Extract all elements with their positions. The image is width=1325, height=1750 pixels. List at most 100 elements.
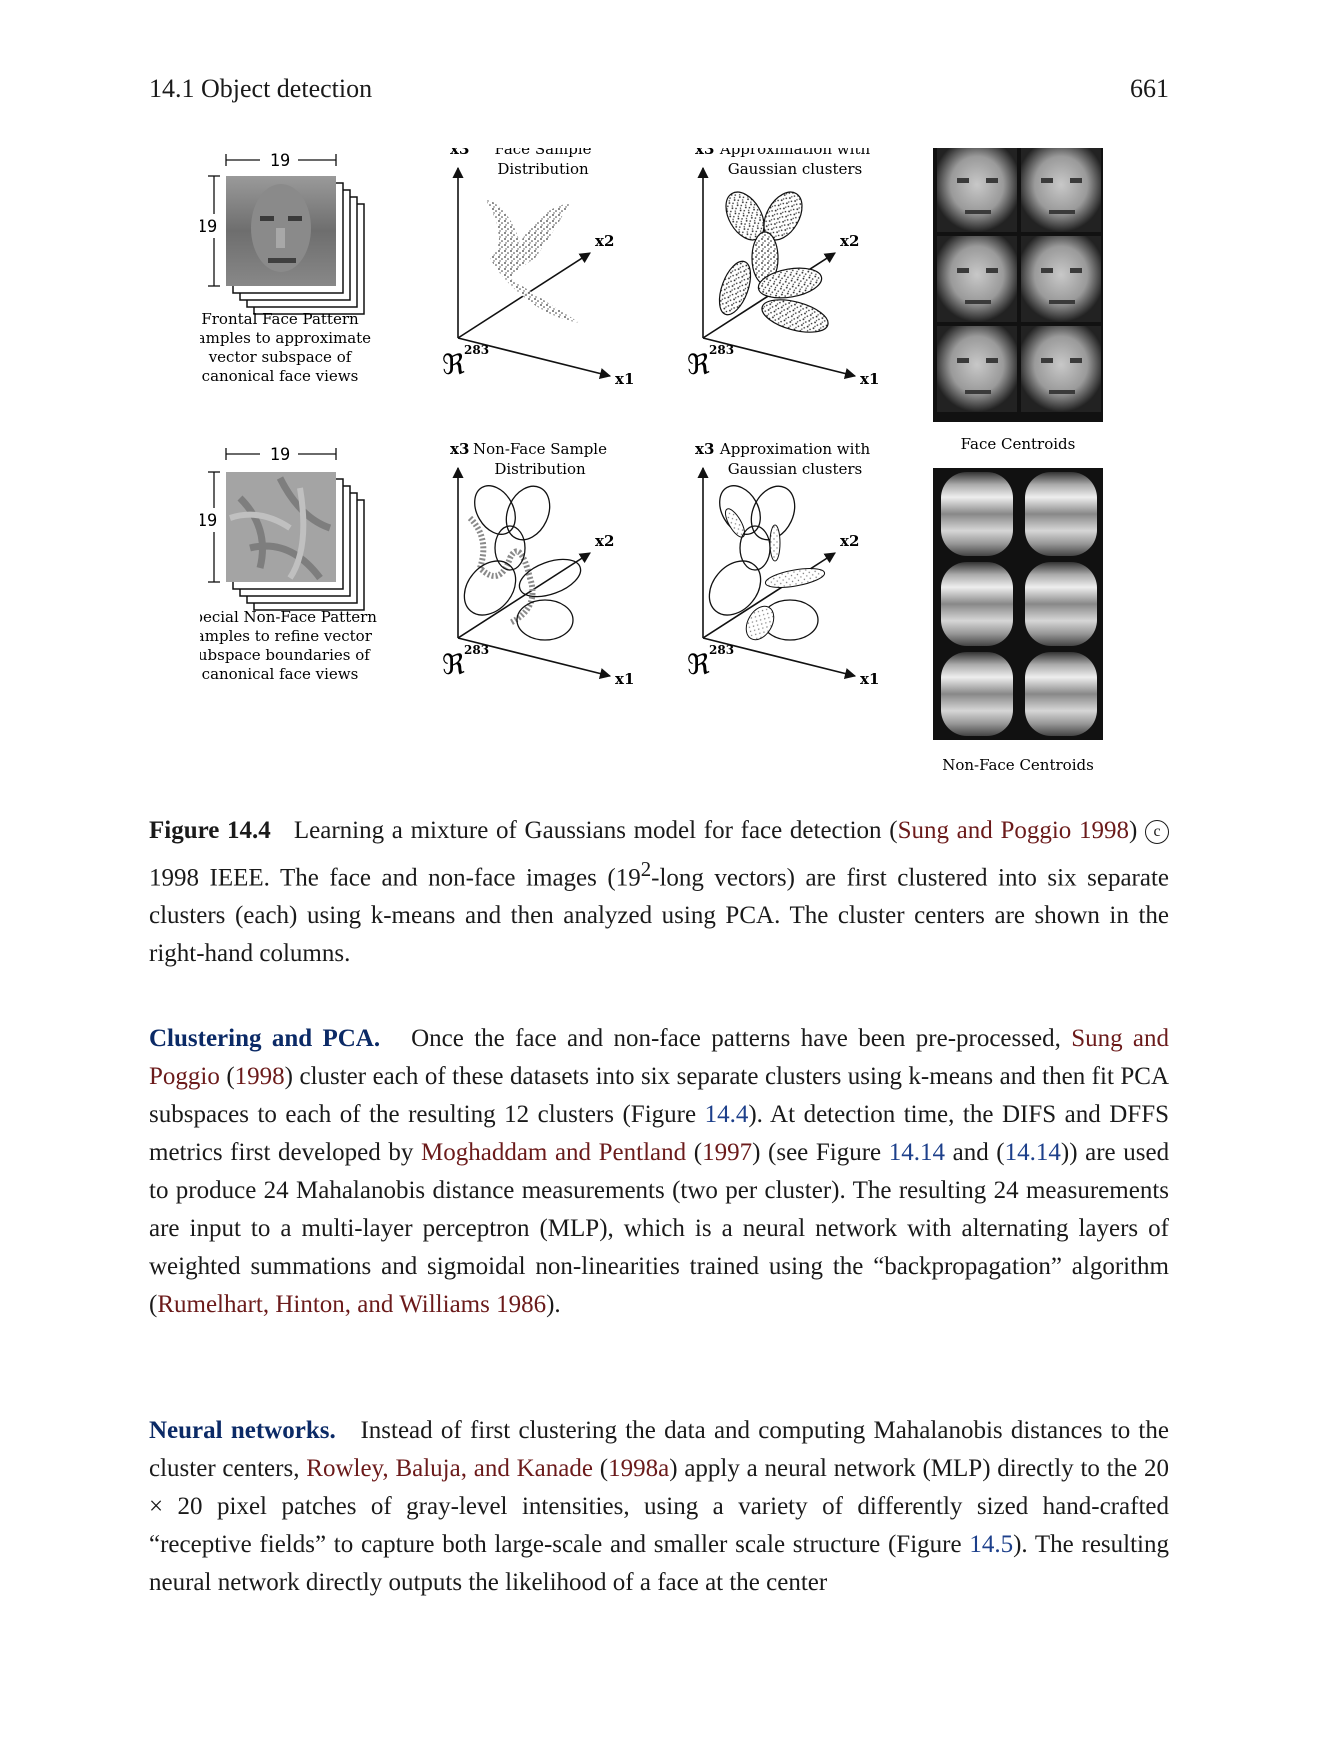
paragraph-heading: Clustering and PCA. xyxy=(149,1025,381,1052)
axis-x2-label: x2 xyxy=(595,232,614,250)
body-text: ( xyxy=(599,1455,609,1482)
plot-title-line: Approximation with xyxy=(719,440,871,458)
face-centroid-image xyxy=(1021,236,1101,322)
axis-x3-label: x3 xyxy=(450,148,469,158)
space-exponent: 283 xyxy=(709,343,734,357)
body-text: ( xyxy=(693,1139,703,1166)
plot-nonface-sample: x3 x2 x1 ℜ 283 Non-Face Sample Distribut… xyxy=(442,440,634,688)
nonface-centroids-label: Non-Face Centroids xyxy=(942,756,1094,774)
citation-link[interactable]: Moghaddam and Pentland xyxy=(421,1139,687,1166)
caption-line: canonical face views xyxy=(202,665,359,683)
plot-face-sample: x3 x2 x1 ℜ 283 Face Sample Distribution xyxy=(442,140,634,388)
axis-x2-label: x2 xyxy=(595,532,614,550)
nonface-centroid-image xyxy=(941,652,1013,736)
plot-title-line: Gaussian clusters xyxy=(728,160,862,178)
figure-svg: 19 19 Frontal Face Pattern samples to ap… xyxy=(183,140,1103,774)
space-exponent: 283 xyxy=(709,643,734,657)
nonface-centroid-image xyxy=(941,472,1013,556)
body-text: ). At detection time, the DIFS and DFFS … xyxy=(149,1101,1170,1166)
caption-line: vector subspace of xyxy=(208,348,353,366)
plot-title-line: Distribution xyxy=(497,160,589,178)
figure-caption: Figure 14.4 Learning a mixture of Gaussi… xyxy=(149,812,1169,973)
caption-text: Learning a mixture of Gaussians model fo… xyxy=(293,817,898,844)
running-head: 14.1 Object detection 661 xyxy=(149,74,1169,104)
body-text: ( xyxy=(226,1063,235,1090)
figure-ref-link[interactable]: 14.5 xyxy=(969,1531,1014,1558)
nonface-pattern-stack xyxy=(226,472,365,611)
citation-link[interactable]: Rumelhart, Hinton, and Williams 1986 xyxy=(157,1291,547,1318)
face-centroid-image xyxy=(937,236,1017,322)
citation-year-link[interactable]: 1998 xyxy=(234,1063,285,1090)
face-centroid-image xyxy=(937,326,1017,412)
caption-line: Frontal Face Pattern xyxy=(201,310,359,328)
figure-14-4: 19 19 Frontal Face Pattern samples to ap… xyxy=(183,140,1120,788)
plot-title-line: Distribution xyxy=(494,460,586,478)
face-pattern-stack xyxy=(226,176,365,315)
plot-title-line: Gaussian clusters xyxy=(728,460,862,478)
citation-year-link[interactable]: 1998a xyxy=(608,1455,670,1482)
caption-line: subspace boundaries of xyxy=(200,646,371,664)
body-text: ) apply a neural network (MLP) directly … xyxy=(149,1455,1170,1558)
face-centroids-grid: Face Centroids xyxy=(933,142,1103,453)
body-text: Instead of first clustering the data and… xyxy=(149,1417,1169,1482)
real-space-symbol: ℜ xyxy=(687,648,710,681)
citation-link[interactable]: Sung and Poggio xyxy=(149,1025,1170,1090)
caption-line: canonical face views xyxy=(202,367,359,385)
nonface-centroid-image xyxy=(1025,472,1097,556)
superscript: 2 xyxy=(640,857,652,881)
plot-title-line: Non-Face Sample xyxy=(473,440,607,458)
body-text: Once the face and non-face patterns have… xyxy=(411,1025,1061,1052)
face-centroid-image xyxy=(1021,326,1101,412)
real-space-symbol: ℜ xyxy=(687,348,710,381)
plot-nonface-approx: x3 x2 x1 ℜ 283 Approximation with Gaussi… xyxy=(687,440,879,688)
nonface-sample-image xyxy=(226,472,336,582)
caption-text: ) xyxy=(1128,817,1145,844)
caption-text: 1998 IEEE. The face and non-face images … xyxy=(149,864,641,892)
caption-line: samples to refine vector xyxy=(200,627,373,645)
face-centroid-image xyxy=(937,146,1017,232)
face-pattern-caption: Frontal Face Pattern samples to approxim… xyxy=(189,310,371,385)
axis-x1-label: x1 xyxy=(860,670,879,688)
nonface-height-label: 19 xyxy=(200,511,217,531)
space-exponent: 283 xyxy=(464,343,489,357)
paragraph-heading: Neural networks. xyxy=(149,1417,336,1444)
body-text: )) are used to produce 24 Mahalanobis di… xyxy=(149,1139,1170,1318)
space-exponent: 283 xyxy=(464,643,489,657)
page-number: 661 xyxy=(1130,74,1169,103)
body-text: ) cluster each of these datasets into si… xyxy=(149,1063,1170,1128)
citation-year-link[interactable]: 1997 xyxy=(702,1139,753,1166)
plot-title-line: Approximation with xyxy=(719,148,871,158)
face-centroids-label: Face Centroids xyxy=(961,435,1076,453)
figure-label: Figure 14.4 xyxy=(149,817,271,844)
figure-ref-link[interactable]: 14.4 xyxy=(704,1101,749,1128)
section-title: 14.1 Object detection xyxy=(149,74,373,103)
caption-text: -long vectors) are first clustered into … xyxy=(149,864,1169,968)
axis-x2-label: x2 xyxy=(840,232,859,250)
caption-line: samples to approximate xyxy=(200,329,371,347)
equation-ref-link[interactable]: 14.14 xyxy=(1004,1139,1061,1166)
axis-x1-label: x1 xyxy=(860,370,879,388)
face-width-label: 19 xyxy=(270,151,290,171)
axis-x3-label: x3 xyxy=(695,440,714,458)
face-centroid-image xyxy=(1021,146,1101,232)
axis-x3-label: x3 xyxy=(450,440,469,458)
axis-x1-label: x1 xyxy=(615,670,634,688)
figure-ref-link[interactable]: 14.14 xyxy=(888,1139,945,1166)
axis-x2-label: x2 xyxy=(840,532,859,550)
body-text: ) (see Figure xyxy=(752,1139,882,1166)
body-text: and ( xyxy=(952,1139,1005,1166)
citation-link[interactable]: Rowley, Baluja, and Kanade xyxy=(306,1455,593,1482)
plot-title-line: Face Sample xyxy=(494,148,591,158)
axis-x1-label: x1 xyxy=(615,370,634,388)
real-space-symbol: ℜ xyxy=(442,648,465,681)
face-height-label: 19 xyxy=(200,217,217,237)
nonface-pattern-caption: Special Non-Face Pattern samples to refi… xyxy=(183,608,377,683)
paragraph-clustering-pca: Clustering and PCA. Once the face and no… xyxy=(149,1020,1169,1324)
body-text: ). The resulting neural network directly… xyxy=(149,1531,1169,1596)
real-space-symbol: ℜ xyxy=(442,348,465,381)
citation-link[interactable]: Sung and Poggio 1998 xyxy=(897,817,1129,844)
axis-x3-label: x3 xyxy=(695,148,714,158)
nonface-width-label: 19 xyxy=(270,445,290,465)
copyright-icon: c xyxy=(1145,820,1169,844)
paragraph-neural-networks: Neural networks. Instead of first cluste… xyxy=(149,1412,1169,1602)
